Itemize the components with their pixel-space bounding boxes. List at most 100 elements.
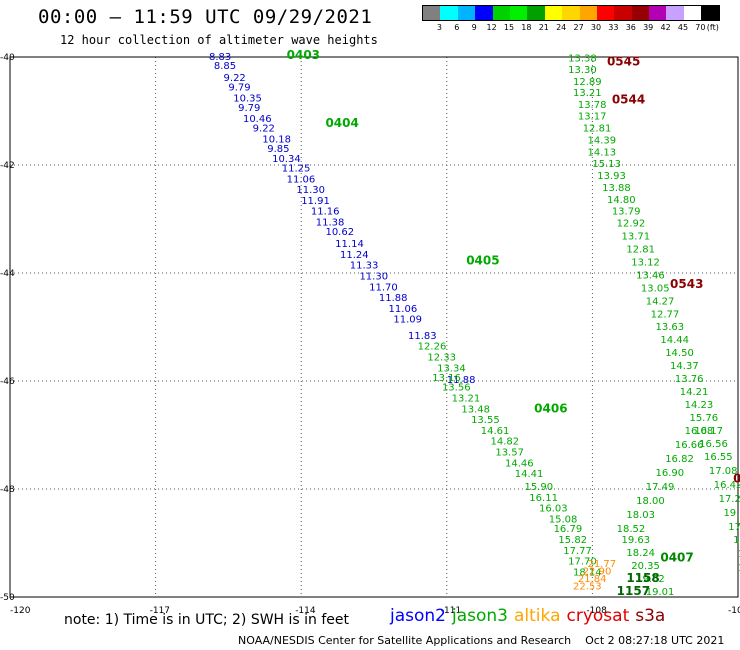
color-swatch xyxy=(440,6,458,20)
y-tick-label: -44 xyxy=(0,269,15,279)
pass-time-label: 054 xyxy=(733,472,740,486)
color-scale-tick: 30 xyxy=(590,23,602,32)
jason2-point: 11.09 xyxy=(393,315,422,326)
jason3-point: 16.82 xyxy=(665,454,694,465)
x-tick-label: -111 xyxy=(441,606,461,616)
jason3-point: 13.79 xyxy=(612,207,641,218)
jason3-point: 18.24 xyxy=(626,548,655,559)
jason3-point: 16.03 xyxy=(539,504,568,515)
color-scale-tick: 15 xyxy=(503,23,515,32)
jason3-point: 12.89 xyxy=(573,77,602,88)
jason3-point: 16.42 xyxy=(714,480,740,491)
jason3-point: 14.82 xyxy=(490,437,519,448)
jason3-point: 13.71 xyxy=(622,232,651,243)
data-points: 8.838.859.229.7910.359.7910.469.2210.189… xyxy=(209,52,740,598)
jason3-point: 13.38 xyxy=(568,53,597,64)
jason3-point: 14.61 xyxy=(481,426,510,437)
color-scale-swatches xyxy=(422,5,720,21)
jason2-point: 11.33 xyxy=(350,261,379,272)
color-swatch xyxy=(596,6,615,20)
legend-item-altika: altika xyxy=(514,606,561,626)
color-swatch xyxy=(509,6,528,20)
jason3-point: 14.44 xyxy=(660,335,689,346)
jason2-point: 9.22 xyxy=(224,73,246,84)
jason3-point: 16.08 xyxy=(685,426,714,437)
jason3-point: 13.21 xyxy=(573,88,602,99)
jason3-point: 12.81 xyxy=(583,124,612,135)
jason3-point: 18.15 xyxy=(733,535,740,546)
jason2-point: 11.16 xyxy=(311,207,340,218)
color-swatch xyxy=(492,6,510,20)
credit-org: NOAA/NESDIS Center for Satellite Applica… xyxy=(238,634,572,647)
color-scale-tick: 21 xyxy=(538,23,549,32)
jason2-point: 11.88 xyxy=(447,375,476,386)
altika-point: 22.90 xyxy=(583,566,612,577)
pass-time-label: 0407 xyxy=(660,550,693,564)
jason3-point: 16.90 xyxy=(655,468,684,479)
color-scale-tick: 6 xyxy=(454,23,460,32)
jason3-point: 17.08 xyxy=(709,466,738,477)
color-scale-tick: 12 xyxy=(486,23,497,32)
jason3-point: 13.05 xyxy=(641,283,670,294)
jason3-point: 12.33 xyxy=(427,352,456,363)
jason2-point: 10.18 xyxy=(262,134,291,145)
color-scale-tick: 18 xyxy=(521,23,532,32)
x-tick-label: -108 xyxy=(586,606,607,616)
jason2-point: 9.22 xyxy=(253,124,275,135)
altika-point: 21.77 xyxy=(588,559,617,570)
jason3-point: 19.63 xyxy=(622,535,651,546)
jason3-point: 16.11 xyxy=(529,493,558,504)
time-labels: 0403040404050406054505440543054040711581… xyxy=(287,48,740,598)
jason3-point: 12.77 xyxy=(651,309,680,320)
chart-title: 00:00 – 11:59 UTC 09/29/2021 xyxy=(38,6,373,28)
jason3-point: 15.13 xyxy=(592,159,621,170)
jason3-point: 17.77 xyxy=(563,546,592,557)
color-swatch xyxy=(475,6,493,20)
jason3-point: 13.30 xyxy=(568,65,597,76)
jason3-point: 14.80 xyxy=(607,195,636,206)
jason3-point: 18.14 xyxy=(573,567,602,578)
x-tick-label: -105 xyxy=(728,606,740,616)
jason3-point: 13.21 xyxy=(452,394,481,405)
jason3-point: 13.34 xyxy=(437,363,466,374)
color-swatch xyxy=(614,6,632,20)
color-swatch xyxy=(579,6,597,20)
x-tick-label: -120 xyxy=(10,606,31,616)
color-scale-tick: 70 xyxy=(695,23,706,32)
pass-time-label: 0543 xyxy=(670,277,703,291)
jason3-point: 13.46 xyxy=(636,270,665,281)
jason2-point: 11.30 xyxy=(359,271,388,282)
jason3-point: 18.52 xyxy=(617,524,646,535)
color-swatch xyxy=(701,6,719,20)
jason3-point: 16.66 xyxy=(675,440,704,451)
color-scale-tick: 45 xyxy=(677,23,689,32)
jason3-point: 14.41 xyxy=(515,469,544,480)
jason2-point: 11.91 xyxy=(301,196,330,207)
jason3-point: 13.78 xyxy=(578,100,607,111)
jason3-point: 13.63 xyxy=(655,322,684,333)
pass-time-label: 0545 xyxy=(607,55,640,69)
jason2-point: 11.06 xyxy=(389,304,418,315)
jason3-point: 18.00 xyxy=(636,496,665,507)
jason2-point: 11.25 xyxy=(282,163,311,174)
jason3-point: 14.21 xyxy=(680,387,709,398)
jason3-point: 18.8 xyxy=(738,563,740,574)
legend-item-jason3: jason3 xyxy=(452,606,508,626)
color-swatch xyxy=(527,6,545,20)
color-swatch xyxy=(423,6,441,20)
jason3-point: 14.27 xyxy=(646,296,675,307)
jason3-point: 16.17 xyxy=(694,426,723,437)
altika-point: 21.84 xyxy=(578,574,607,585)
jason2-point: 9.79 xyxy=(238,103,260,114)
jason2-point: 8.85 xyxy=(214,61,236,72)
color-swatch xyxy=(457,6,476,20)
jason3-point: 19.1 xyxy=(738,549,740,560)
pass-time-label: 1158 xyxy=(626,571,659,585)
legend-item-s3a: s3a xyxy=(635,606,666,626)
color-swatch xyxy=(562,6,580,20)
jason3-point: 12.92 xyxy=(617,219,646,230)
jason2-point: 10.62 xyxy=(325,227,354,238)
color-scale-unit: (ft) xyxy=(706,23,719,32)
x-tick-label: -117 xyxy=(150,606,170,616)
jason3-point: 17.22 xyxy=(719,494,740,505)
